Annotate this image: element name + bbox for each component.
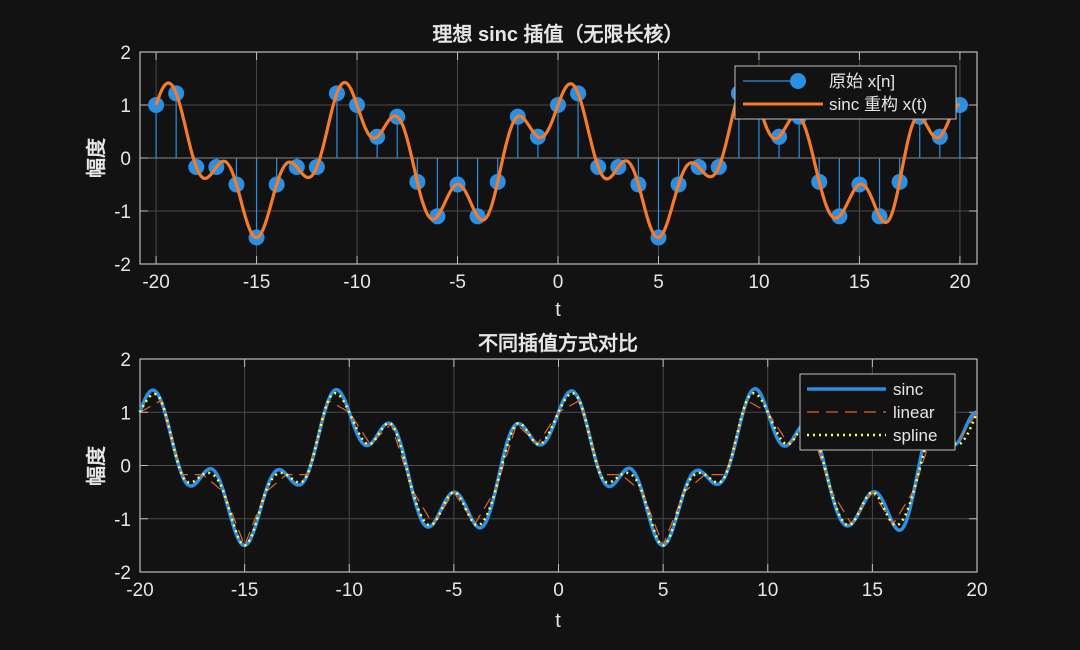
x-tick-label: 20	[949, 272, 970, 293]
y-tick-label: -1	[114, 510, 131, 531]
sinc-reconstruction-line	[154, 79, 961, 240]
y-tick-label: 1	[120, 403, 131, 424]
stem-marker	[148, 97, 165, 113]
y-tick-label: 0	[120, 149, 131, 170]
x-tick-label: -15	[243, 272, 270, 293]
x-tick-label: 10	[748, 272, 769, 293]
top-x-axis-label: t	[555, 299, 561, 321]
bottom-chart-title: 不同插值方式对比	[478, 331, 638, 355]
x-tick-label: 15	[862, 580, 883, 601]
legend-box	[734, 65, 957, 120]
top-y-axis-label: 幅度	[84, 137, 108, 178]
bottom-y-axis-label: 幅度	[84, 445, 108, 486]
x-tick-label: 10	[757, 580, 778, 601]
x-tick-label: -10	[336, 580, 363, 601]
legend-label-spline: spline	[893, 426, 937, 445]
x-tick-label: 5	[658, 580, 669, 601]
top-chart-title: 理想 sinc 插值（无限长核）	[432, 22, 683, 46]
axes-box	[139, 358, 978, 573]
y-tick-label: 2	[120, 43, 131, 64]
x-tick-label: 0	[553, 272, 564, 293]
y-tick-label: -1	[114, 202, 131, 223]
legend-label-linear: linear	[893, 403, 935, 422]
x-tick-label: 20	[966, 580, 987, 601]
legend-box	[799, 373, 956, 451]
x-tick-label: 5	[653, 272, 664, 293]
y-tick-label: -2	[114, 563, 131, 584]
x-tick-label: -20	[126, 580, 153, 601]
x-tick-label: -15	[231, 580, 258, 601]
legend-label-samples: 原始 x[n]	[829, 72, 895, 91]
x-tick-label: -5	[449, 272, 466, 293]
y-tick-label: 2	[120, 350, 131, 371]
linear-interp-line	[139, 399, 978, 548]
bottom-x-axis-label: t	[555, 610, 561, 632]
x-tick-label: -5	[445, 580, 462, 601]
y-tick-label: 1	[120, 96, 131, 117]
legend-stem-marker	[790, 73, 806, 89]
x-tick-label: 15	[849, 272, 870, 293]
x-tick-label: -20	[142, 272, 169, 293]
x-tick-label: -10	[343, 272, 370, 293]
axes-box	[139, 51, 978, 265]
y-tick-label: 0	[120, 457, 131, 478]
x-tick-label: 0	[553, 580, 564, 601]
legend-label-sinc: sinc	[893, 380, 924, 399]
y-tick-label: -2	[114, 255, 131, 276]
bottom-legend: sinc linear spline	[799, 373, 956, 451]
top-legend: 原始 x[n] sinc 重构 x(t)	[734, 65, 957, 120]
legend-label-sinc: sinc 重构 x(t)	[829, 95, 927, 114]
